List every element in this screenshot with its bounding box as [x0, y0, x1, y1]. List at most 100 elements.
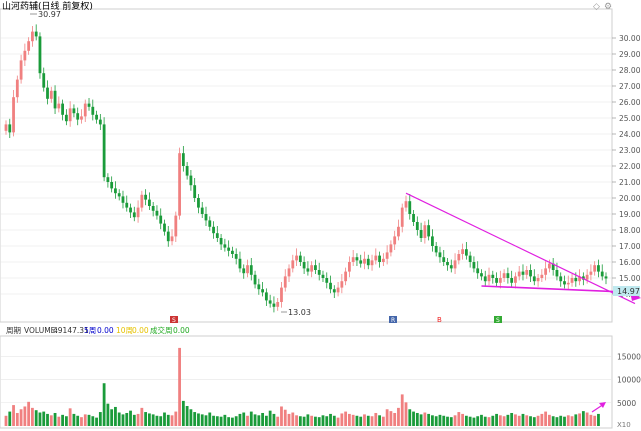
candle-body — [4, 124, 8, 131]
volume-bar — [189, 409, 193, 426]
volume-bar — [219, 416, 223, 426]
candle-body — [19, 60, 23, 80]
volume-bar — [547, 414, 551, 426]
candle-body — [521, 271, 525, 275]
volume-bar — [532, 417, 536, 426]
candle-body — [200, 207, 204, 214]
volume-bar — [272, 413, 276, 426]
volume-bar — [68, 408, 72, 426]
volume-bar — [132, 414, 136, 426]
candle-body — [389, 244, 393, 253]
candle-body — [397, 226, 400, 237]
price-tick-label: 30.00 — [619, 34, 641, 43]
volume-bar — [178, 347, 181, 426]
candle-body — [480, 273, 483, 277]
volume-bar — [276, 416, 280, 426]
collapse-icon[interactable]: ◇ — [593, 1, 600, 11]
candle-body — [140, 194, 144, 208]
volume-bar — [540, 413, 544, 426]
volume-bar — [49, 415, 53, 426]
candle-body — [114, 188, 117, 194]
candle-body — [264, 292, 268, 301]
volume-bar — [321, 415, 325, 426]
candle-body — [600, 271, 604, 277]
volume-bar — [559, 415, 563, 426]
candle-body — [359, 260, 363, 264]
candle-body — [419, 230, 423, 238]
candle-body — [80, 116, 83, 120]
volume-bar — [261, 412, 265, 426]
candle-body — [15, 79, 19, 98]
svg-text:S: S — [496, 317, 500, 324]
candle-body — [393, 236, 397, 245]
volume-bar — [472, 417, 476, 426]
candle-body — [578, 276, 581, 282]
volume-bar — [510, 412, 514, 426]
candle-body — [34, 31, 38, 37]
volume-bar — [400, 394, 404, 426]
signal-marker-s2[interactable]: S — [494, 316, 502, 324]
volume-bar — [223, 414, 227, 426]
candle-body — [340, 281, 344, 288]
close-icon[interactable]: ⚙ — [604, 1, 612, 11]
candle-body — [506, 273, 510, 278]
volume-bar — [544, 411, 548, 426]
support-trendline[interactable] — [481, 285, 636, 294]
signal-marker-s1[interactable]: S — [170, 316, 178, 324]
volume-bar — [442, 415, 446, 426]
candle-body — [412, 214, 415, 222]
volume-bar — [578, 413, 581, 426]
candle-body — [166, 231, 170, 242]
candle-body — [76, 113, 80, 120]
volume-bar — [306, 414, 310, 426]
volume-bar — [566, 415, 570, 426]
volume-bar — [246, 415, 249, 426]
volume-bar — [408, 409, 412, 426]
volume-bar — [381, 416, 385, 426]
volume-period-label[interactable]: 周期 — [6, 326, 21, 335]
volume-bar — [76, 415, 80, 426]
candle-body — [147, 199, 151, 206]
volume-bar — [4, 415, 8, 426]
volume-bar — [193, 412, 197, 426]
candle-body — [604, 276, 608, 279]
volume-bar — [163, 412, 166, 426]
candle-body — [302, 262, 306, 269]
volume-bar — [506, 414, 510, 426]
volume-bar — [174, 411, 178, 426]
candle-body — [181, 153, 185, 166]
volume-bar — [551, 416, 555, 426]
volume-bar — [242, 412, 246, 426]
price-tick-label: 29.00 — [619, 50, 641, 59]
volume-bar — [53, 412, 57, 426]
volume-bar — [291, 412, 295, 426]
volume-bar — [563, 416, 566, 426]
candle-body — [57, 103, 61, 109]
resistance-trendline[interactable] — [405, 192, 636, 305]
signal-marker-r[interactable]: R — [389, 316, 397, 324]
volume-bar — [464, 415, 468, 426]
volume-bar — [427, 413, 431, 426]
volume-bar — [389, 411, 393, 426]
volume-bar — [185, 406, 189, 426]
candle-body — [585, 274, 589, 280]
volume-bar — [457, 412, 461, 426]
volume-tick-label: 10000 — [617, 376, 641, 385]
price-tick-label: 26.00 — [619, 98, 641, 107]
volume-bar — [597, 413, 600, 426]
volume-legend-prefix: VOLUME: — [24, 326, 58, 335]
vol-ma-value: 0.00 — [173, 326, 190, 335]
candle-body — [238, 258, 242, 269]
volume-bar — [385, 409, 389, 426]
volume-bar — [446, 416, 449, 426]
volume-bar — [268, 410, 272, 426]
volume-bar — [593, 415, 597, 426]
volume-bar — [253, 414, 257, 426]
volume-bar — [197, 413, 200, 426]
volume-bar — [332, 415, 336, 426]
signal-marker-b[interactable]: B — [437, 316, 442, 324]
candle-body — [502, 273, 506, 278]
candle-body — [525, 270, 529, 275]
trend-lines — [405, 192, 641, 413]
price-tick-label: 23.00 — [619, 146, 641, 155]
